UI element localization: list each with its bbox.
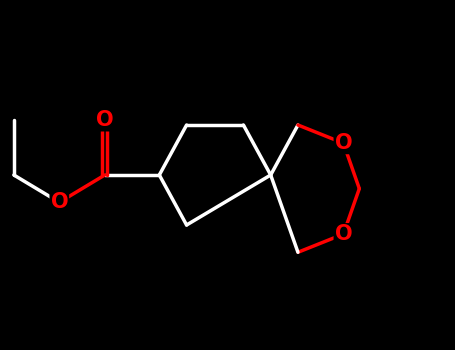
Text: O: O [334, 133, 352, 153]
Text: O: O [96, 111, 114, 131]
Text: O: O [334, 224, 352, 244]
Text: O: O [51, 192, 68, 212]
